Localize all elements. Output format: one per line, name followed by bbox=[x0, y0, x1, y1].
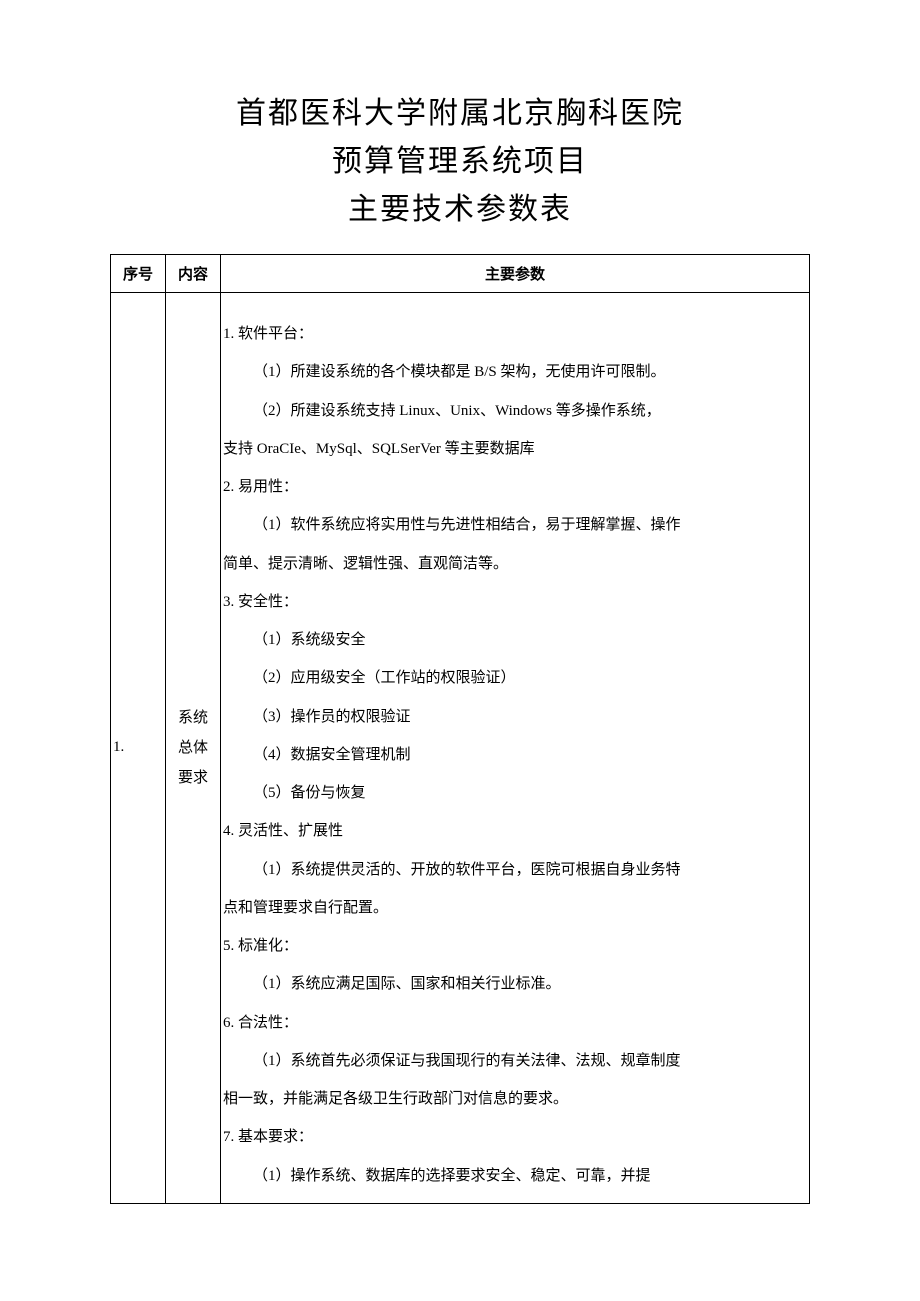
param-line: 6. 合法性： bbox=[223, 1004, 807, 1042]
param-line: 2. 易用性： bbox=[223, 468, 807, 506]
param-line: （1）软件系统应将实用性与先进性相结合，易于理解掌握、操作 bbox=[223, 506, 807, 544]
content-line: 总体 bbox=[178, 740, 208, 756]
col-header-index: 序号 bbox=[111, 255, 166, 293]
param-line: （1）系统应满足国际、国家和相关行业标准。 bbox=[223, 965, 807, 1003]
param-line: 7. 基本要求： bbox=[223, 1118, 807, 1156]
title-line-1: 首都医科大学附属北京胸科医院 bbox=[110, 90, 810, 138]
param-line: （3）操作员的权限验证 bbox=[223, 698, 807, 736]
param-line: 4. 灵活性、扩展性 bbox=[223, 812, 807, 850]
param-line: （2）所建设系统支持 Linux、Unix、Windows 等多操作系统， bbox=[223, 392, 807, 430]
content-line: 要求 bbox=[178, 770, 208, 786]
table-header-row: 序号 内容 主要参数 bbox=[111, 255, 810, 293]
param-line: （1）系统级安全 bbox=[223, 621, 807, 659]
row-content: 系统 总体 要求 bbox=[166, 293, 221, 1204]
param-line: 简单、提示清晰、逻辑性强、直观简洁等。 bbox=[223, 545, 807, 583]
title-line-3: 主要技术参数表 bbox=[110, 186, 810, 234]
param-line: （1）系统首先必须保证与我国现行的有关法律、法规、规章制度 bbox=[223, 1042, 807, 1080]
param-line: 1. 软件平台： bbox=[223, 315, 807, 353]
param-line: （1）系统提供灵活的、开放的软件平台，医院可根据自身业务特 bbox=[223, 851, 807, 889]
table-row: 1. 系统 总体 要求 1. 软件平台：（1）所建设系统的各个模块都是 B/S … bbox=[111, 293, 810, 1204]
param-line: （1）操作系统、数据库的选择要求安全、稳定、可靠，并提 bbox=[223, 1157, 807, 1195]
row-parameters: 1. 软件平台：（1）所建设系统的各个模块都是 B/S 架构，无使用许可限制。（… bbox=[221, 293, 810, 1204]
param-line: 5. 标准化： bbox=[223, 927, 807, 965]
param-line: 支持 OraCIe、MySql、SQLSerVer 等主要数据库 bbox=[223, 430, 807, 468]
param-line: 相一致，并能满足各级卫生行政部门对信息的要求。 bbox=[223, 1080, 807, 1118]
col-header-content: 内容 bbox=[166, 255, 221, 293]
param-line: （1）所建设系统的各个模块都是 B/S 架构，无使用许可限制。 bbox=[223, 353, 807, 391]
param-line: 3. 安全性： bbox=[223, 583, 807, 621]
param-line: （4）数据安全管理机制 bbox=[223, 736, 807, 774]
param-line: （2）应用级安全（工作站的权限验证） bbox=[223, 659, 807, 697]
row-index: 1. bbox=[111, 293, 166, 1204]
document-title: 首都医科大学附属北京胸科医院 预算管理系统项目 主要技术参数表 bbox=[110, 90, 810, 234]
content-line: 系统 bbox=[178, 710, 208, 726]
col-header-params: 主要参数 bbox=[221, 255, 810, 293]
parameters-table: 序号 内容 主要参数 1. 系统 总体 要求 1. 软件平台：（1）所建设系统的… bbox=[110, 254, 810, 1204]
param-line: （5）备份与恢复 bbox=[223, 774, 807, 812]
param-line: 点和管理要求自行配置。 bbox=[223, 889, 807, 927]
title-line-2: 预算管理系统项目 bbox=[110, 138, 810, 186]
